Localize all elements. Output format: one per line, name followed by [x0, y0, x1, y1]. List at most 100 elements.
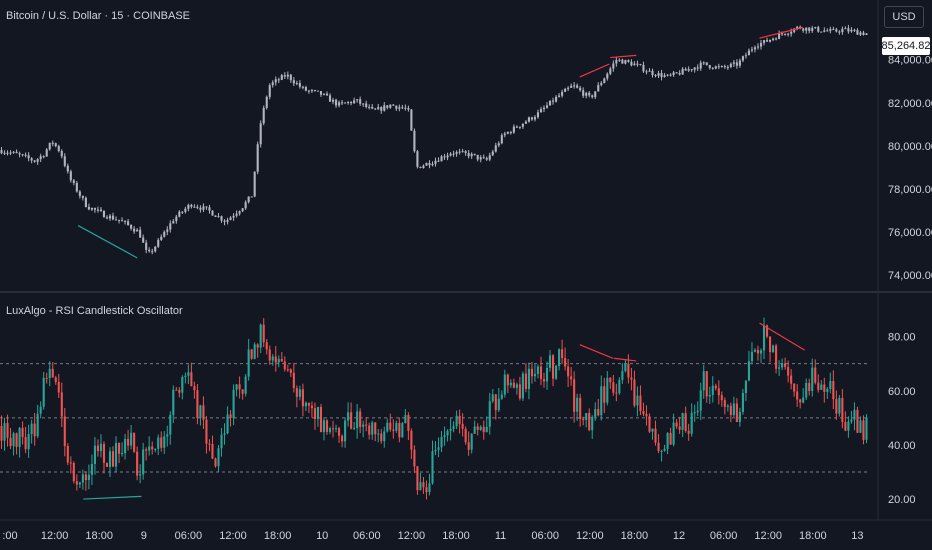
- price-candle[interactable]: [172, 218, 175, 224]
- price-candle[interactable]: [142, 234, 145, 243]
- rsi-candle[interactable]: [331, 420, 335, 438]
- rsi-candle[interactable]: [130, 424, 133, 450]
- price-candle[interactable]: [121, 217, 124, 222]
- rsi-candle[interactable]: [515, 382, 518, 395]
- price-candle[interactable]: [594, 91, 597, 100]
- rsi-candle[interactable]: [377, 429, 380, 443]
- rsi-candle[interactable]: [533, 364, 537, 382]
- price-candle[interactable]: [265, 95, 268, 110]
- rsi-candle[interactable]: [784, 357, 787, 370]
- rsi-candle[interactable]: [413, 445, 416, 473]
- price-candle[interactable]: [241, 208, 244, 213]
- price-candle[interactable]: [678, 70, 681, 76]
- rsi-candle[interactable]: [455, 410, 458, 430]
- price-candle[interactable]: [862, 30, 865, 36]
- rsi-candle[interactable]: [847, 416, 850, 438]
- price-candle[interactable]: [485, 156, 488, 161]
- price-candle[interactable]: [392, 103, 395, 106]
- rsi-candle[interactable]: [799, 398, 802, 409]
- price-candle[interactable]: [669, 73, 672, 77]
- price-candle[interactable]: [636, 60, 639, 67]
- price-candle[interactable]: [331, 97, 335, 105]
- rsi-candle[interactable]: [633, 370, 636, 408]
- price-candle[interactable]: [133, 226, 136, 234]
- rsi-candle[interactable]: [772, 344, 775, 353]
- price-candle[interactable]: [262, 105, 265, 126]
- rsi-candle[interactable]: [289, 368, 292, 377]
- rsi-candle[interactable]: [407, 412, 410, 440]
- rsi-candle[interactable]: [440, 430, 443, 452]
- rsi-candle[interactable]: [699, 382, 702, 421]
- price-candle[interactable]: [735, 59, 738, 69]
- rsi-candle[interactable]: [359, 408, 362, 434]
- price-candle[interactable]: [853, 28, 856, 32]
- price-candle[interactable]: [473, 153, 476, 156]
- price-candle[interactable]: [244, 200, 247, 210]
- price-candle[interactable]: [148, 247, 151, 253]
- rsi-candle[interactable]: [48, 361, 51, 387]
- price-candle[interactable]: [633, 61, 636, 66]
- price-candle[interactable]: [30, 157, 33, 164]
- price-candle[interactable]: [416, 149, 419, 169]
- rsi-candle[interactable]: [148, 436, 151, 456]
- price-candle[interactable]: [199, 205, 202, 213]
- price-candle[interactable]: [479, 155, 482, 163]
- rsi-candle[interactable]: [672, 413, 675, 447]
- price-candle[interactable]: [24, 152, 27, 158]
- rsi-candle[interactable]: [229, 410, 232, 427]
- rsi-candle[interactable]: [142, 442, 145, 480]
- rsi-candle[interactable]: [765, 324, 769, 339]
- bearish-divergence-line[interactable]: [759, 322, 805, 351]
- price-candle[interactable]: [181, 211, 184, 214]
- rsi-candle[interactable]: [548, 350, 552, 372]
- price-candle[interactable]: [154, 245, 157, 253]
- price-candle[interactable]: [90, 207, 93, 212]
- rsi-candle[interactable]: [488, 392, 491, 435]
- price-candle[interactable]: [93, 207, 96, 213]
- rsi-candle[interactable]: [651, 428, 654, 440]
- rsi-candle[interactable]: [759, 348, 763, 364]
- rsi-candle[interactable]: [3, 417, 6, 451]
- price-candle[interactable]: [178, 210, 181, 218]
- rsi-candle[interactable]: [214, 457, 217, 468]
- price-candle[interactable]: [347, 101, 350, 105]
- rsi-candle[interactable]: [729, 402, 732, 423]
- rsi-candle[interactable]: [341, 434, 344, 448]
- price-candle[interactable]: [407, 105, 410, 112]
- rsi-candle[interactable]: [862, 415, 865, 445]
- rsi-candle[interactable]: [645, 405, 648, 426]
- rsi-candle[interactable]: [350, 402, 353, 430]
- price-candle[interactable]: [108, 214, 112, 221]
- price-candle[interactable]: [117, 219, 121, 224]
- price-candle[interactable]: [823, 27, 826, 33]
- rsi-candle[interactable]: [39, 401, 42, 419]
- bullish-divergence-line[interactable]: [83, 495, 142, 500]
- price-candle[interactable]: [33, 159, 36, 163]
- price-candle[interactable]: [398, 104, 401, 112]
- rsi-candle[interactable]: [509, 379, 512, 388]
- price-candle[interactable]: [606, 72, 609, 81]
- rsi-candle[interactable]: [124, 434, 127, 460]
- rsi-candle[interactable]: [681, 412, 684, 438]
- rsi-candle[interactable]: [449, 418, 452, 441]
- rsi-candle[interactable]: [555, 364, 558, 380]
- rsi-candle[interactable]: [536, 364, 540, 379]
- rsi-candle[interactable]: [157, 434, 160, 456]
- rsi-candle[interactable]: [151, 441, 154, 455]
- price-candle[interactable]: [389, 104, 392, 109]
- price-candle[interactable]: [105, 215, 109, 220]
- price-candle[interactable]: [395, 105, 398, 111]
- rsi-candle[interactable]: [416, 466, 419, 495]
- price-candle[interactable]: [597, 82, 600, 92]
- rsi-candle[interactable]: [265, 339, 268, 355]
- price-candle[interactable]: [295, 80, 298, 86]
- price-candle[interactable]: [708, 64, 711, 70]
- rsi-candle[interactable]: [612, 374, 615, 396]
- price-candle[interactable]: [220, 215, 223, 223]
- price-candle[interactable]: [175, 214, 178, 224]
- rsi-candle[interactable]: [90, 454, 93, 485]
- price-candle[interactable]: [856, 28, 859, 35]
- price-candle[interactable]: [609, 66, 612, 76]
- rsi-candle[interactable]: [675, 419, 678, 429]
